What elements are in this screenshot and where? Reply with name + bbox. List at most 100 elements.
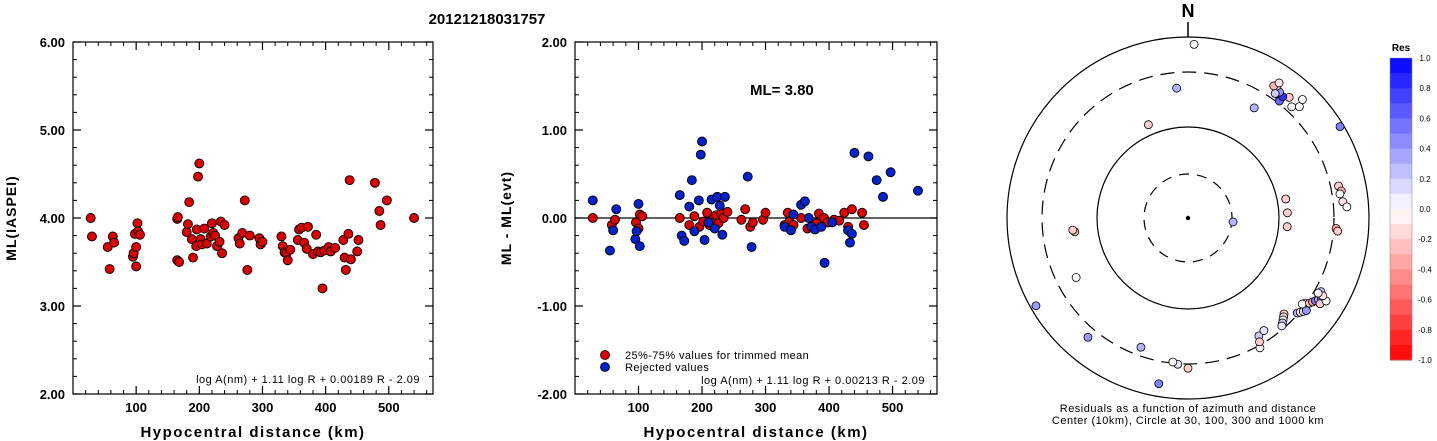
x-tick-label: 400 bbox=[315, 400, 337, 415]
data-point bbox=[131, 242, 142, 252]
data-point bbox=[819, 257, 830, 268]
y-tick-label: 2.00 bbox=[40, 387, 65, 402]
legend-label-trimmed: 25%-75% values for trimmed mean bbox=[625, 350, 809, 362]
colorbar-cell bbox=[1390, 88, 1412, 104]
y-tick-label: 6.00 bbox=[40, 35, 65, 50]
legend: 25%-75% values for trimmed mean Rejected… bbox=[600, 350, 809, 374]
circle-100km bbox=[1096, 126, 1280, 310]
data-point bbox=[234, 238, 245, 249]
data-point bbox=[912, 185, 923, 196]
colorbar-cell bbox=[1390, 224, 1412, 240]
data-point bbox=[344, 175, 355, 186]
station-marker bbox=[1270, 89, 1280, 98]
station-marker bbox=[1154, 379, 1164, 389]
data-point bbox=[174, 257, 185, 267]
data-point bbox=[194, 158, 205, 169]
data-point bbox=[714, 200, 725, 211]
x-tick-label: 200 bbox=[188, 400, 210, 415]
station-marker bbox=[1283, 208, 1292, 218]
colorbar-title: Res bbox=[1392, 43, 1411, 54]
data-point bbox=[301, 243, 312, 254]
data-point bbox=[604, 245, 615, 256]
plot-frame bbox=[72, 41, 434, 395]
colorbar-cell bbox=[1390, 299, 1412, 316]
colorbar-cell bbox=[1390, 118, 1412, 134]
station-markers bbox=[1031, 39, 1352, 389]
legend-marker-rejected bbox=[600, 362, 610, 372]
colorbar-cell bbox=[1390, 209, 1412, 225]
residual-vs-distance-chart: -2.00 -1.00 0.00 1.00 2.00 100 200 300 400 500 M… bbox=[498, 35, 938, 441]
colorbar-cell bbox=[1390, 58, 1412, 74]
data-point bbox=[317, 283, 328, 294]
y-tick-label: -2.00 bbox=[537, 387, 567, 402]
data-point bbox=[846, 204, 857, 215]
colorbar-tick-label: 1.0 bbox=[1419, 54, 1431, 63]
colorbar-cell bbox=[1390, 148, 1412, 165]
data-point bbox=[799, 196, 810, 207]
data-point bbox=[214, 236, 225, 247]
legend-label-rejected: Rejected values bbox=[625, 362, 709, 374]
data-point bbox=[740, 204, 751, 215]
data-point bbox=[816, 221, 827, 232]
station-marker bbox=[1031, 301, 1041, 311]
y-tick-label: -1.00 bbox=[537, 299, 567, 314]
data-point bbox=[803, 213, 814, 223]
y-tick-label: 0.00 bbox=[542, 211, 567, 226]
station-marker bbox=[1172, 83, 1182, 93]
station-marker bbox=[1143, 120, 1153, 130]
data-point bbox=[587, 213, 598, 223]
y-axis-label: ML - ML(evt) bbox=[498, 171, 514, 265]
colorbar-cell bbox=[1390, 163, 1412, 180]
data-point bbox=[242, 264, 253, 275]
ml-vs-distance-chart: 2.00 3.00 4.00 5.00 6.00 100 200 300 400 500 log… bbox=[3, 35, 434, 441]
station-marker bbox=[1281, 194, 1291, 204]
data-point bbox=[131, 261, 142, 272]
data-point bbox=[722, 206, 733, 217]
data-point bbox=[199, 223, 210, 234]
station-marker bbox=[1228, 217, 1238, 227]
figure-title: 20121218031757 bbox=[429, 11, 546, 28]
data-point bbox=[134, 229, 145, 240]
data-point bbox=[409, 213, 420, 223]
data-point bbox=[674, 190, 685, 201]
colorbar-tick-label: 0.0 bbox=[1419, 205, 1431, 214]
station-marker bbox=[1298, 95, 1307, 104]
data-point bbox=[674, 213, 685, 223]
x-axis-label: Hypocentral distance (km) bbox=[643, 424, 868, 441]
colorbar-tick-label: 0.4 bbox=[1419, 145, 1431, 154]
data-point bbox=[689, 226, 700, 237]
colorbar-tick-label: -0.2 bbox=[1418, 235, 1432, 244]
data-point bbox=[276, 231, 287, 242]
colorbar-cell bbox=[1390, 344, 1412, 361]
colorbar-cell bbox=[1390, 284, 1412, 301]
data-point bbox=[104, 264, 115, 274]
station-marker bbox=[1183, 363, 1193, 373]
data-point bbox=[374, 206, 385, 216]
station-marker bbox=[1287, 102, 1297, 112]
colorbar-tick-label: -0.8 bbox=[1418, 326, 1432, 335]
data-point bbox=[109, 237, 120, 248]
data-point bbox=[285, 244, 296, 255]
station-marker bbox=[1274, 78, 1284, 88]
data-point bbox=[302, 221, 313, 232]
data-point bbox=[827, 217, 838, 228]
y-tick-label: 1.00 bbox=[542, 123, 567, 138]
colorbar-tick-label: -1.0 bbox=[1418, 356, 1432, 365]
data-point bbox=[239, 195, 250, 206]
station-marker bbox=[1297, 299, 1307, 309]
colorbar-cell bbox=[1390, 178, 1412, 195]
station-marker bbox=[1335, 122, 1345, 132]
data-point bbox=[330, 242, 341, 253]
data-point bbox=[244, 230, 255, 241]
data-point bbox=[686, 175, 697, 186]
north-label: N bbox=[1182, 1, 1195, 21]
station-marker bbox=[1313, 288, 1323, 298]
epicenter-dot bbox=[1185, 215, 1191, 221]
station-marker bbox=[1333, 226, 1343, 236]
station-marker bbox=[1255, 337, 1264, 347]
data-point bbox=[709, 223, 720, 234]
colorbar-cells bbox=[1389, 57, 1413, 361]
data-point bbox=[340, 264, 351, 275]
data-point bbox=[693, 195, 704, 206]
